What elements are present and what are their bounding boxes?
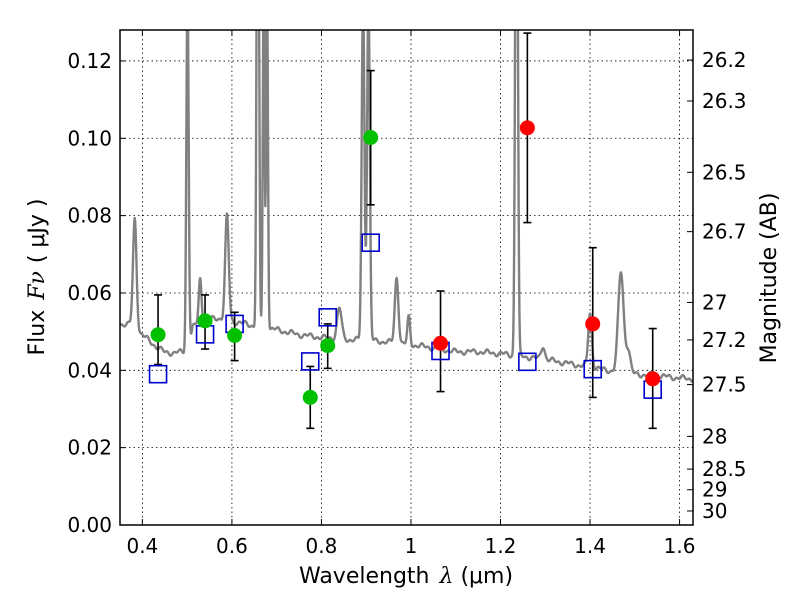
- grid-lines: [120, 30, 693, 526]
- x-axis-title-text: Wavelength: [299, 564, 430, 589]
- mag-tick-label: 28.5: [702, 457, 747, 481]
- model-square-marker: [583, 359, 603, 379]
- flux-point-marker: [197, 313, 213, 329]
- mag-tick-label: 30: [702, 499, 727, 523]
- x-tick-label: 0.6: [216, 534, 248, 558]
- y-axis-symbol: Fν: [25, 271, 50, 301]
- flux-point-marker: [320, 338, 336, 354]
- mag-tick-label: 26.2: [702, 48, 747, 72]
- x-tick-label: 1.6: [664, 534, 696, 558]
- flux-point-marker: [585, 316, 601, 332]
- model-spectrum-line: [120, 30, 693, 383]
- flux-point-marker: [433, 335, 449, 351]
- flux-point-marker: [302, 389, 318, 405]
- plot-frame: [119, 29, 694, 526]
- flux-point-marker: [150, 327, 166, 343]
- flux-point-marker: [227, 328, 243, 344]
- y-tick-label: 0.08: [67, 204, 112, 228]
- y-axis-title-text: Flux: [25, 310, 50, 356]
- x-tick-label: 1: [405, 534, 418, 558]
- x-axis-symbol: λ: [438, 564, 453, 589]
- mag-tick-label: 27.5: [702, 373, 747, 397]
- x-tick-label: 0.8: [306, 534, 338, 558]
- model-square-marker: [300, 352, 320, 371]
- mag-tick-label: 27.2: [702, 328, 747, 352]
- model-square-marker: [518, 352, 537, 372]
- mag-tick-label: 28: [702, 424, 727, 448]
- flux-point-marker: [645, 371, 661, 387]
- y-tick-label: 0.04: [67, 358, 112, 382]
- mag-tick-label: 26.3: [702, 89, 747, 113]
- y-axis-unit: ( μJy ): [25, 198, 50, 263]
- y-tick-label: 0.06: [67, 281, 112, 305]
- y2-axis-title: Magnitude (AB): [757, 193, 782, 364]
- model-spectrum: [120, 30, 693, 383]
- y-tick-label: 0.00: [67, 513, 112, 537]
- x-axis-unit: (μm): [460, 564, 513, 589]
- mag-tick-label: 26.7: [702, 220, 747, 244]
- x-axis-title: Wavelength λ (μm): [299, 564, 513, 589]
- y-tick-label: 0.10: [67, 126, 112, 150]
- x-tick-label: 1.2: [485, 534, 517, 558]
- x-tick-label: 0.4: [126, 534, 158, 558]
- x-tick-label: 1.4: [574, 534, 606, 558]
- model-square-marker: [318, 308, 338, 327]
- data-markers: [148, 32, 663, 430]
- y-axis-title: Flux Fν ( μJy ): [25, 198, 50, 355]
- y-tick-label: 0.02: [67, 436, 112, 460]
- mag-tick-label: 29: [702, 478, 727, 502]
- mag-tick-label: 26.5: [702, 160, 747, 184]
- mag-tick-label: 27: [702, 290, 727, 314]
- axis-ticks: 0.4 0.6 0.8 1 1.2 1.4 1.6 0.00 0.02 0.04 0.06 0.08 0…: [67, 30, 747, 558]
- flux-point-marker: [519, 120, 535, 136]
- flux-point-marker: [363, 130, 379, 146]
- model-square-marker: [148, 364, 168, 384]
- model-square-marker: [361, 233, 380, 252]
- y-tick-label: 0.12: [67, 49, 112, 73]
